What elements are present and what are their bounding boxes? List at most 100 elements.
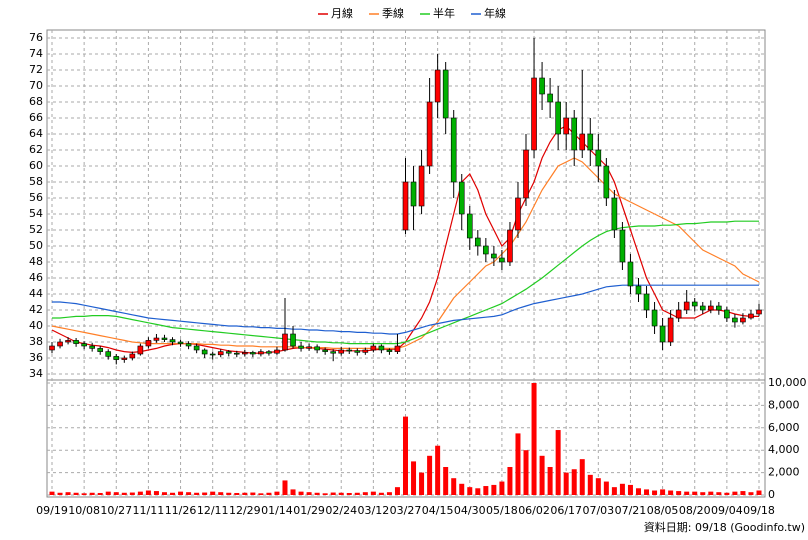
candle-body (458, 181, 465, 215)
candle-body (683, 301, 690, 311)
candle-body (225, 351, 232, 354)
y-tick-label: 36 (29, 351, 43, 364)
volume-bar (692, 491, 698, 495)
volume-bar (595, 478, 601, 495)
ma-line (51, 157, 760, 349)
volume-bar (65, 492, 71, 495)
x-tick-label: 05/18 (486, 504, 518, 517)
candle-body (563, 117, 569, 135)
candle-body (137, 345, 144, 355)
volume-bar (531, 383, 537, 495)
volume-bar (202, 492, 208, 495)
y-tick-label: 54 (29, 207, 43, 220)
candle-body (732, 317, 738, 323)
volume-bar (178, 491, 184, 495)
candle-body (266, 351, 272, 354)
y-tick-label: 38 (29, 335, 43, 348)
volume-bar (627, 484, 633, 495)
candle-body (426, 101, 433, 167)
candle-body (121, 357, 128, 360)
volume-bar (724, 492, 730, 495)
y-tick-label: 42 (29, 303, 43, 316)
volume-bar (57, 492, 63, 495)
candle-body (185, 343, 192, 347)
legend-label: 半年 (433, 6, 455, 20)
y-tick-label: 72 (29, 63, 43, 76)
x-tick-label: 01/14 (261, 504, 293, 517)
candle-body (217, 351, 224, 356)
x-tick-label: 07/21 (615, 504, 647, 517)
volume-bar (563, 472, 569, 495)
volume-bar (161, 492, 167, 495)
candle-body (258, 351, 264, 355)
volume-bar (330, 492, 336, 495)
volume-bar (547, 467, 553, 495)
volume-bar (81, 493, 87, 495)
candle-body (442, 69, 449, 119)
y-tick-label: 58 (29, 175, 43, 188)
candle-body (675, 309, 682, 319)
volume-bar (129, 492, 135, 495)
candle-body (619, 229, 626, 263)
volume-bar (298, 491, 304, 495)
legend-label: 季線 (382, 6, 404, 20)
volume-bar (756, 490, 762, 495)
candle-body (145, 340, 152, 347)
volume-bar (403, 416, 408, 495)
volume-bar (153, 491, 159, 495)
volume-bar (338, 492, 344, 495)
legend-label: 年線 (484, 6, 506, 20)
candle-body (282, 333, 288, 351)
candle-body (250, 352, 256, 355)
candle-body (434, 69, 441, 103)
candle-body (73, 340, 79, 344)
volume-bar (97, 492, 103, 495)
volume-bar (660, 489, 666, 495)
volume-bar (113, 492, 119, 495)
candle-body (242, 352, 248, 355)
candle-body (595, 149, 602, 167)
x-tick-label: 06/17 (550, 504, 582, 517)
candle-body (627, 261, 634, 287)
candle-body (129, 353, 136, 359)
volume-bar (121, 492, 127, 495)
x-tick-label: 09/19 (36, 504, 68, 517)
volume-bar (507, 467, 513, 495)
x-tick-label: 08/05 (647, 504, 679, 517)
volume-bar (451, 478, 457, 495)
volume-bar (644, 489, 650, 495)
volume-bar (523, 450, 529, 495)
volume-bar (322, 493, 328, 495)
y-tick-label: 74 (29, 47, 43, 60)
candle-body (707, 305, 714, 311)
volume-tick-label: 10,000 (768, 376, 807, 389)
x-tick-label: 03/27 (390, 504, 422, 517)
volume-tick-label: 4,000 (768, 443, 800, 456)
candle-body (338, 349, 345, 354)
candle-body (169, 339, 176, 343)
y-tick-label: 40 (29, 319, 43, 332)
candle-body (740, 317, 746, 323)
candle-body (450, 117, 457, 183)
volume-bar (234, 492, 240, 495)
candle-body (378, 345, 385, 351)
candle-body (466, 213, 473, 239)
candle-body (298, 345, 304, 349)
candle-body (523, 149, 529, 199)
volume-bar (708, 491, 714, 495)
volume-bar (740, 491, 746, 495)
candle-body (49, 345, 55, 351)
y-tick-label: 68 (29, 95, 43, 108)
volume-bar (611, 487, 617, 495)
candle-body (322, 349, 328, 352)
volume-bar (587, 474, 593, 495)
candle-body (507, 229, 513, 263)
x-tick-label: 09/18 (743, 504, 775, 517)
y-tick-label: 48 (29, 255, 43, 268)
candle-body (346, 349, 353, 352)
y-tick-label: 76 (29, 31, 43, 44)
candle-body (105, 351, 112, 357)
volume-bar (700, 492, 706, 495)
volume-bar (386, 492, 392, 495)
volume-bar (314, 492, 320, 495)
